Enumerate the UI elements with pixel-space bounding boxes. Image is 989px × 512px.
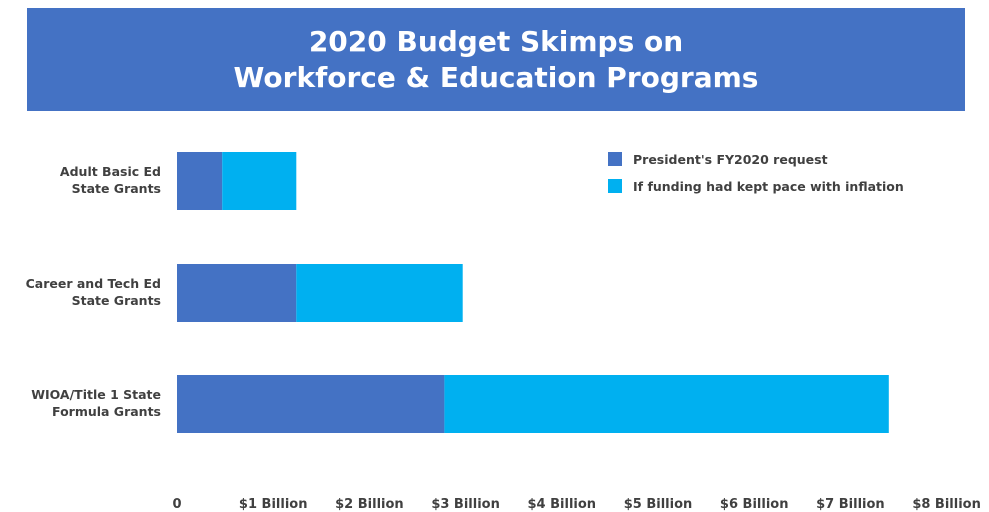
chart-title-line-2: Workforce & Education Programs [233, 60, 759, 94]
x-tick-label-1: $1 Billion [239, 497, 308, 512]
x-tick-label-7: $7 Billion [816, 497, 885, 512]
category-label-line: WIOA/Title 1 State [31, 387, 161, 402]
category-label-0: Adult Basic Ed State Grants [60, 164, 161, 196]
x-tick-label-0: 0 [172, 497, 181, 512]
bar-inflation-0 [222, 152, 297, 210]
x-tick-label-2: $2 Billion [335, 497, 404, 512]
category-label-line: State Grants [72, 181, 161, 196]
chart-title-line-1: 2020 Budget Skimps on [308, 24, 684, 58]
legend-label-0: President's FY2020 request [633, 152, 828, 167]
bar-inflation-1 [296, 264, 463, 322]
bar-request-1 [177, 264, 297, 322]
category-label-2: WIOA/Title 1 State Formula Grants [31, 387, 161, 419]
x-tick-label-3: $3 Billion [431, 497, 500, 512]
bar-inflation-2 [444, 375, 889, 433]
bar-request-2 [177, 375, 445, 433]
legend-swatch-1 [608, 179, 622, 193]
bar-request-0 [177, 152, 223, 210]
legend-label-1: If funding had kept pace with inflation [633, 179, 904, 194]
x-tick-label-8: $8 Billion [912, 497, 981, 512]
category-label-line: Formula Grants [52, 404, 161, 419]
x-tick-label-6: $6 Billion [720, 497, 789, 512]
x-tick-label-5: $5 Billion [624, 497, 693, 512]
x-tick-label-4: $4 Billion [528, 497, 597, 512]
title-banner: 2020 Budget Skimps on Workforce & Educat… [27, 8, 965, 111]
category-label-line: Adult Basic Ed [60, 164, 161, 179]
category-label-1: Career and Tech Ed State Grants [26, 276, 161, 308]
legend-swatch-0 [608, 152, 622, 166]
category-label-line: Career and Tech Ed [26, 276, 161, 291]
category-label-line: State Grants [72, 293, 161, 308]
